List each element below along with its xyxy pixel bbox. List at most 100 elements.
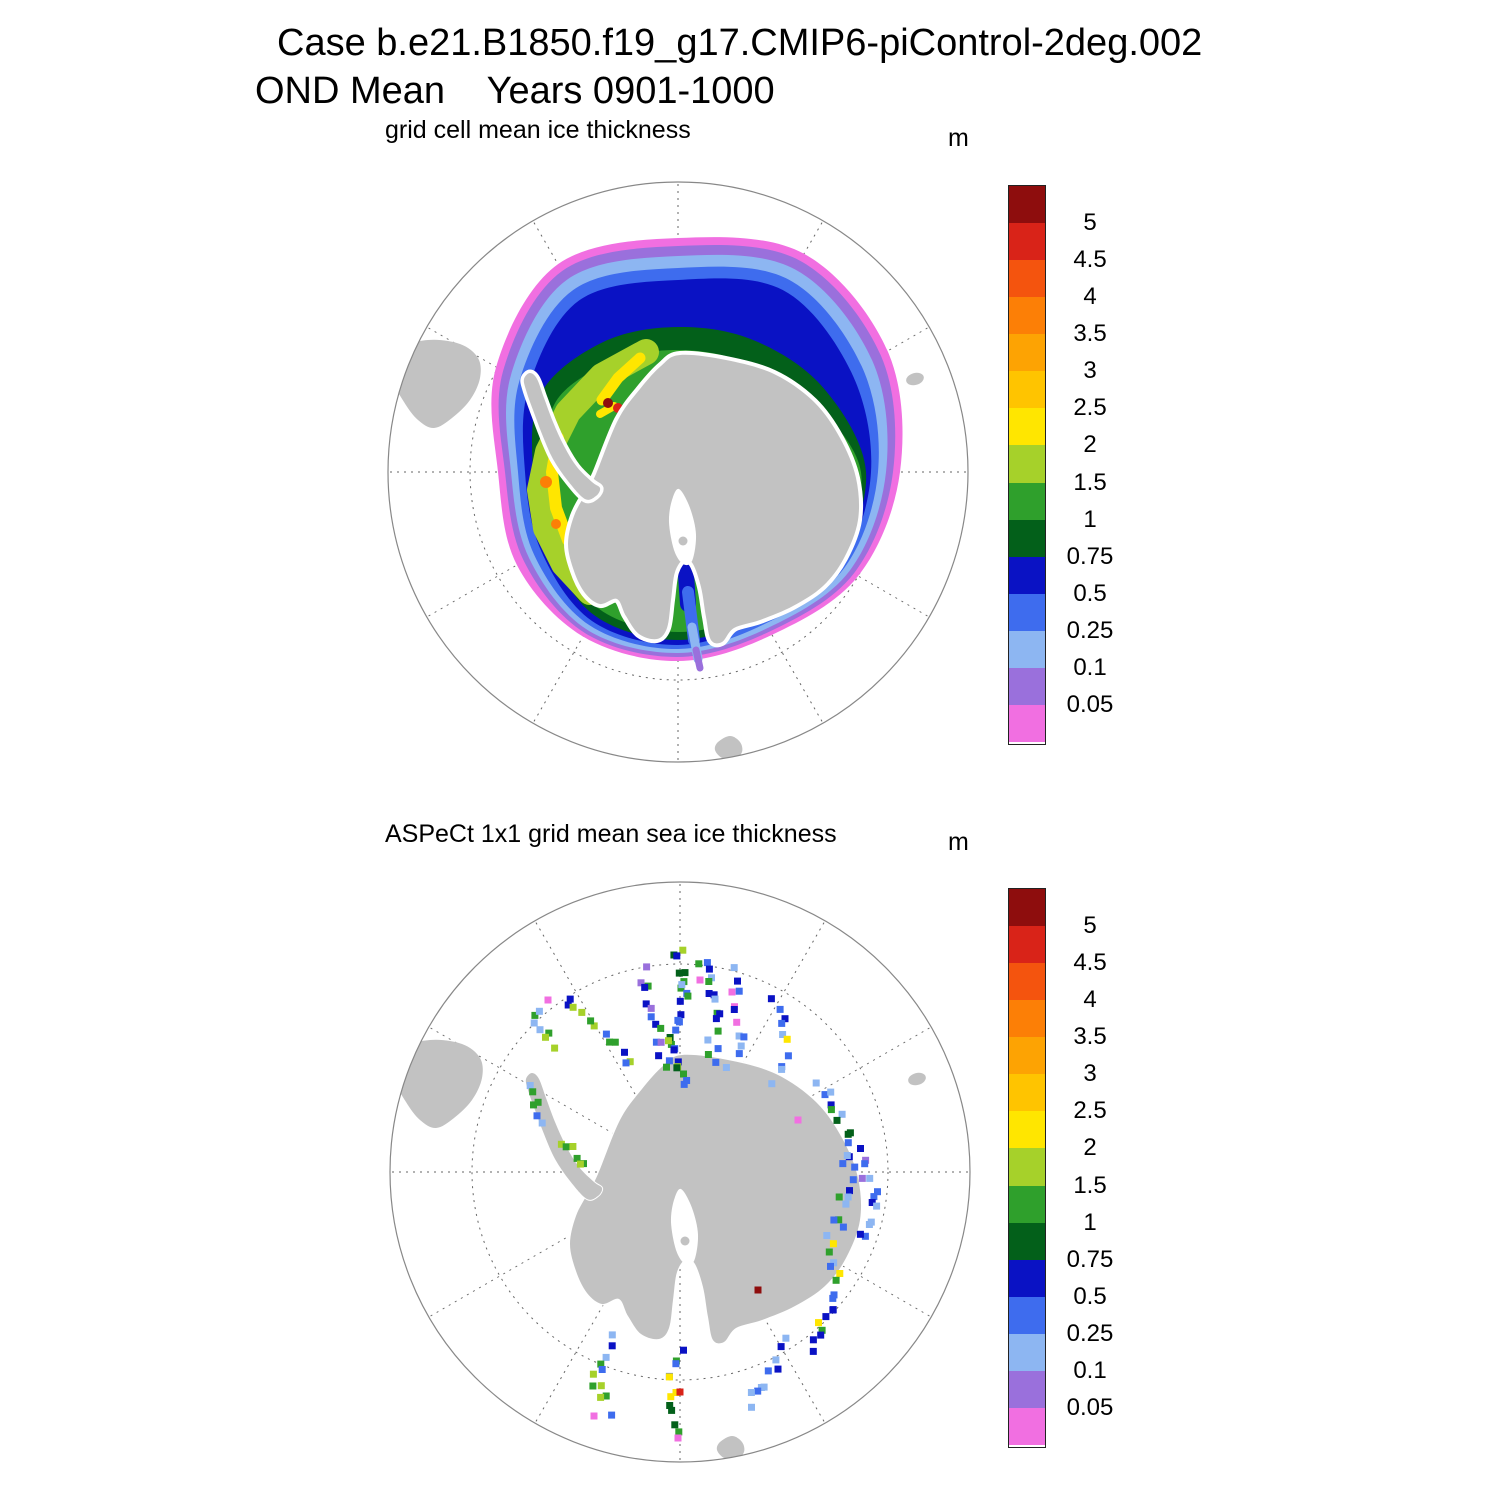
aspect-cell [818,1326,826,1334]
aspect-cell [711,995,719,1003]
ross-ice-shelf [670,1188,699,1266]
aspect-cell [538,1119,546,1127]
south-island [716,1436,745,1461]
aspect-cell [733,1018,741,1026]
aspect-cell [695,960,703,968]
aspect-cell [846,1129,854,1137]
aspect-cell [874,1188,881,1196]
colorbar-tick-label: 2.5 [1073,1097,1107,1125]
aspect-cell [747,1389,755,1396]
aspect-cell [670,1046,678,1054]
aspect-cell [657,1024,665,1032]
aspect-cell [829,1240,837,1248]
colorbar-tick-label: 4 [1083,986,1097,1014]
map-content [390,882,970,1462]
aspect-cell [716,1010,724,1018]
aspect-cell [673,1064,681,1072]
aspect-cell [622,1059,630,1067]
aspect-cell [774,1365,782,1373]
aspect-cell [856,1230,864,1238]
aspect-cell [573,1154,581,1162]
aspect-cell [735,987,743,995]
aspect-cell [835,1216,843,1224]
east-island [908,1072,926,1086]
aspect-cell [657,1038,665,1046]
aspect-cell [667,1393,675,1401]
aspect-cell [809,1336,817,1344]
aspect-cell [794,1116,802,1124]
colorbar-segment [1009,371,1045,409]
aspect-cell [545,1029,553,1037]
aspect-cell [569,1143,577,1150]
aspect-cell [829,1294,837,1302]
aspect-cell [748,1403,755,1411]
aspect-cell [542,1033,549,1041]
aspect-cell [737,1042,745,1050]
aspect-cell [784,1052,792,1060]
colorbar-tick-label: 3.5 [1073,320,1107,348]
aspect-cell [531,1011,539,1019]
colorbar-tick-label: 0.5 [1073,579,1107,607]
aspect-cell [812,1079,820,1087]
aspect-cell [705,965,713,973]
colorbar-segment [1009,519,1045,557]
aspect-cell [767,995,775,1003]
aspect-cell [861,1160,869,1168]
aspect-cell [866,1174,874,1182]
panel2-unit-label: m [948,828,969,856]
aspect-cell [714,1027,722,1035]
aspect-cell [608,1331,616,1339]
aspect-cell [672,1360,680,1368]
aspect-cell [825,1248,833,1256]
aspect-cell [647,1004,655,1012]
aspect-cell [735,1050,743,1058]
aspect-cell [676,1388,684,1396]
aspect-cell [529,1088,537,1096]
aspect-cell [705,978,713,985]
aspect-cell [544,996,552,1004]
aspect-cell [740,1033,748,1041]
colorbar-segment [1009,667,1045,705]
aspect-cell [665,1373,673,1381]
aspect-cell [728,988,736,996]
aspect-cell [849,1176,857,1184]
aspect-cell [829,1306,837,1314]
map-boundary [389,881,971,1463]
colorbar-tick-label: 0.05 [1066,1393,1114,1421]
aspect-cell [712,1015,720,1023]
aspect-cell [674,1434,682,1442]
aspect-cell [778,1065,786,1073]
aspect-cell [680,1346,687,1354]
aspect-cell [858,1174,866,1182]
east-island [906,372,924,386]
aspect-cell [535,1007,543,1015]
aspect-cell [817,1331,825,1339]
aspect-cell [865,1221,873,1228]
aspect-cell [730,964,738,972]
aspect-cell [675,969,683,977]
colorbar-segment [1009,186,1045,224]
aspect-observation-cells [526,946,881,1442]
aspect-cell [754,1387,762,1395]
colorbar-tick-label: 4.5 [1073,246,1107,274]
aspect-cell [642,1000,650,1008]
aspect-cell [587,1017,595,1025]
aspect-cell [666,1402,674,1409]
antarctica-landmass [390,339,924,761]
aspect-cell [674,1016,682,1024]
colorbar-tick-label: 5 [1083,209,1097,237]
aspect-cell [778,1019,786,1027]
colorbar-segment [1009,963,1045,1001]
aspect-cell [602,1392,610,1400]
south-america-tip [390,339,481,429]
aspect-cell [680,1080,688,1088]
aspect-cell [830,1259,838,1267]
aspect-cell [710,991,718,999]
ice-thickness-map [387,181,969,763]
aspect-cell [536,1026,544,1034]
aspect-cell [589,1382,597,1390]
aspect-cell [562,1143,570,1151]
ross-ice-shelf [668,488,697,566]
aspect-cell [857,1145,864,1152]
